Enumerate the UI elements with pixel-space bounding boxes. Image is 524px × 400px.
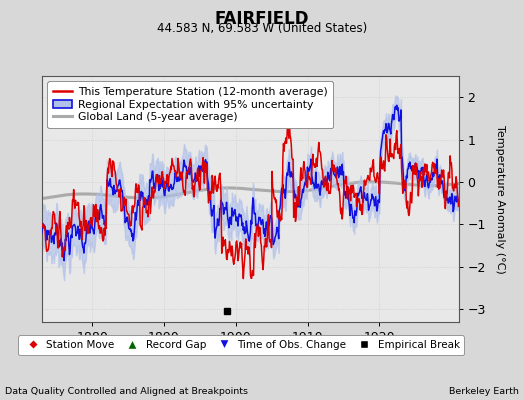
Legend: Station Move, Record Gap, Time of Obs. Change, Empirical Break: Station Move, Record Gap, Time of Obs. C… (18, 336, 464, 355)
Text: 44.583 N, 69.583 W (United States): 44.583 N, 69.583 W (United States) (157, 22, 367, 35)
Y-axis label: Temperature Anomaly (°C): Temperature Anomaly (°C) (495, 125, 505, 273)
Text: Berkeley Earth: Berkeley Earth (449, 387, 519, 396)
Text: FAIRFIELD: FAIRFIELD (215, 10, 309, 28)
Text: Data Quality Controlled and Aligned at Breakpoints: Data Quality Controlled and Aligned at B… (5, 387, 248, 396)
Legend: This Temperature Station (12-month average), Regional Expectation with 95% uncer: This Temperature Station (12-month avera… (47, 82, 333, 128)
